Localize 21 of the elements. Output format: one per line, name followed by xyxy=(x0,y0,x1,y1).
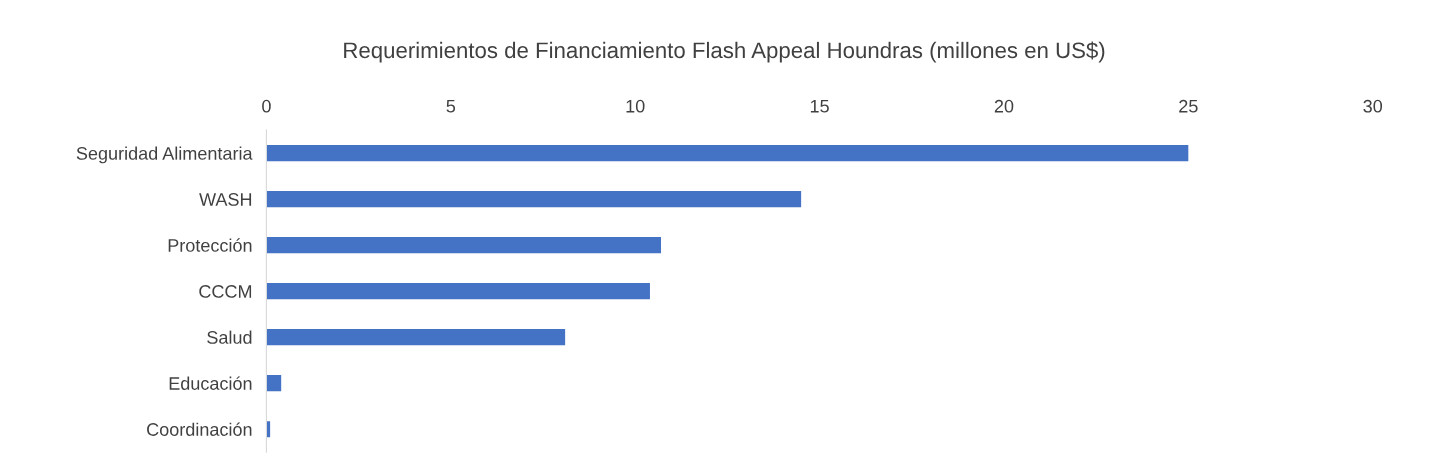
bar xyxy=(266,191,802,208)
y-tick-label: Educación xyxy=(169,376,252,390)
x-tick-label: 30 xyxy=(1363,99,1383,113)
x-tick-label: 20 xyxy=(994,99,1014,113)
y-tick-label: Seguridad Alimentaria xyxy=(76,146,253,164)
bar xyxy=(266,237,661,254)
y-tick-label: Salud xyxy=(207,330,252,344)
bar xyxy=(266,375,282,392)
bar xyxy=(266,145,1189,162)
bar xyxy=(266,283,650,300)
y-tick-label: CCCM xyxy=(199,285,252,298)
chart-title: Requerimientos de Financiamiento Flash Appeal Houndras (millones en US$) xyxy=(344,41,1105,63)
x-tick-label: 25 xyxy=(1179,99,1198,113)
x-tick-label: 0 xyxy=(262,99,271,113)
x-tick-label: 15 xyxy=(810,100,829,113)
bar xyxy=(266,329,566,346)
y-tick-label: Coordinación xyxy=(147,422,252,436)
y-tick-label: Protección xyxy=(168,238,252,252)
y-tick-label: WASH xyxy=(199,193,252,206)
x-tick-label: 5 xyxy=(446,100,456,113)
x-tick-label: 10 xyxy=(626,99,645,113)
